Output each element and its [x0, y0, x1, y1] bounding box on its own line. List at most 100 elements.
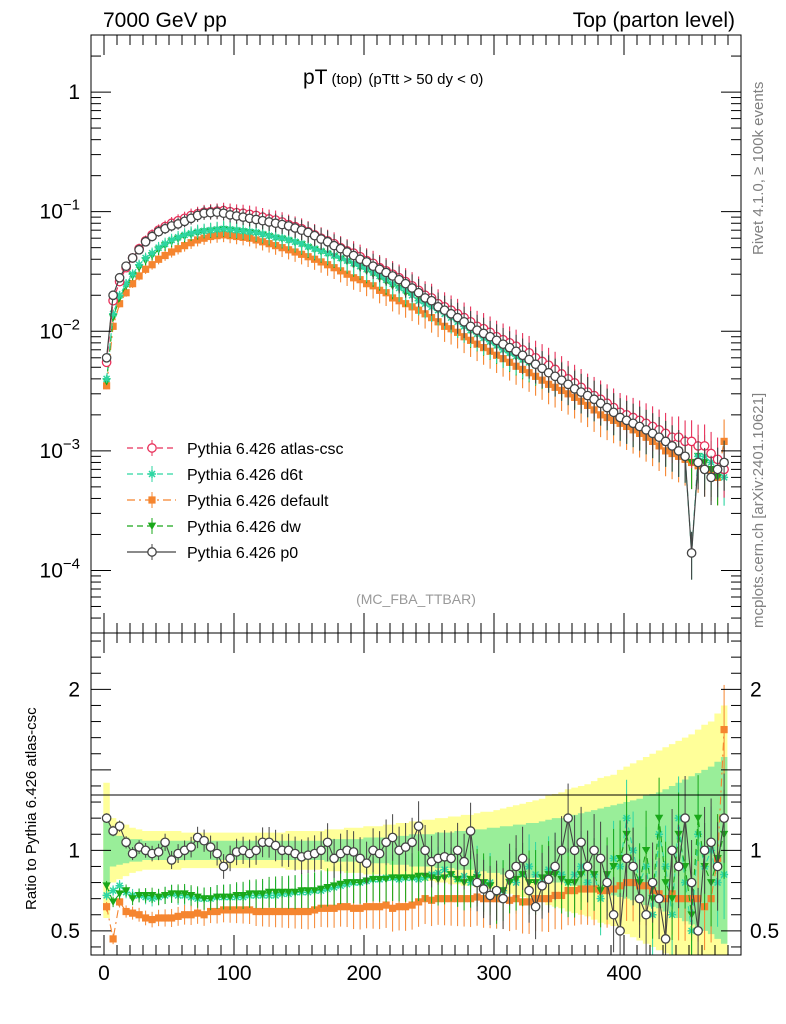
ratio-point [517, 853, 528, 864]
ratio-point [478, 884, 489, 894]
data-point [174, 233, 183, 242]
ratio-point [114, 821, 125, 832]
data-point [135, 260, 144, 269]
ratio-point [706, 837, 716, 848]
ratio-point [381, 875, 391, 884]
ratio-point [233, 906, 241, 914]
data-point [174, 245, 182, 253]
ratio-point [563, 879, 573, 887]
ratio-point [407, 837, 417, 848]
ratio-point [290, 888, 300, 897]
ratio-point [693, 814, 703, 823]
ratio-point [595, 853, 606, 864]
ratio-point [673, 861, 684, 872]
data-point [413, 287, 424, 298]
data-point [187, 229, 196, 238]
data-point [343, 270, 351, 278]
data-point [127, 253, 138, 263]
ratio-point [225, 893, 235, 902]
ratio-point [369, 903, 377, 911]
data-point [337, 267, 345, 275]
ratio-point [322, 837, 333, 848]
ratio-point [337, 903, 345, 911]
legend-item: Pythia 6.426 dw [127, 518, 301, 536]
data-point [258, 230, 267, 239]
x-tick-label: 100 [216, 962, 251, 985]
ratio-point [693, 925, 703, 936]
ratio-point [654, 814, 664, 823]
ratio-point [491, 885, 502, 896]
ratio-point [212, 848, 222, 859]
data-point [686, 548, 697, 558]
ratio-point [186, 892, 196, 900]
ratio-point [272, 907, 280, 916]
ratio-tick-label-right: 0.5 [750, 920, 779, 943]
legend-item: Pythia 6.426 d6t [127, 466, 303, 484]
ratio-point [199, 835, 209, 846]
data-point [180, 230, 189, 239]
data-point [140, 236, 151, 247]
ratio-point [485, 890, 495, 901]
ratio-point [115, 881, 124, 890]
ratio-point [128, 895, 137, 903]
ratio-point [316, 845, 326, 856]
ratio-point [154, 893, 163, 902]
ratio-point [401, 874, 410, 882]
data-point [193, 227, 202, 236]
data-point [155, 255, 163, 263]
ratio-point [563, 813, 573, 824]
ratio-point [298, 907, 306, 916]
data-point [693, 457, 703, 468]
ratio-point [181, 911, 189, 919]
ratio-point [720, 726, 728, 734]
ratio-point [524, 885, 534, 896]
legend-marker [147, 522, 157, 530]
data-point [142, 265, 150, 273]
ratio-tick-label: 1 [68, 839, 80, 862]
legend-label: Pythia 6.426 default [187, 493, 329, 510]
ratio-point [142, 914, 150, 922]
ratio-point [153, 847, 164, 857]
data-point [116, 300, 124, 308]
ratio-point [343, 903, 351, 911]
ratio-point [155, 914, 163, 922]
data-point [135, 272, 143, 280]
ratio-point [207, 907, 215, 916]
data-point [115, 291, 124, 300]
data-point [213, 225, 222, 234]
data-point [226, 225, 235, 234]
data-point [108, 290, 118, 301]
legend-item: Pythia 6.426 default [127, 492, 329, 510]
legend-marker [147, 547, 157, 557]
ratio-point [589, 845, 599, 856]
data-point [680, 451, 690, 462]
ratio-point [647, 877, 658, 888]
data-point [407, 283, 417, 293]
ratio-point [363, 903, 371, 911]
data-point [219, 224, 228, 233]
data-point [426, 295, 437, 306]
uncertainty-band-inner [103, 757, 728, 944]
ratio-point [218, 861, 229, 872]
rivet-label: Rivet 4.1.0, ≥ 100k events [750, 82, 767, 255]
data-point [245, 227, 254, 236]
ratio-point [303, 887, 313, 895]
ratio-point [186, 842, 196, 852]
data-point [686, 436, 697, 447]
ratio-point [407, 874, 417, 882]
ratio-point [641, 846, 651, 855]
ratio-point [141, 892, 150, 900]
ratio-point [415, 898, 423, 906]
ratio-point [108, 898, 118, 906]
ratio-point [251, 890, 261, 898]
data-point [304, 242, 313, 251]
ratio-point [226, 906, 234, 914]
ratio-point [530, 901, 541, 912]
ratio-point [356, 904, 364, 912]
data-point [400, 278, 411, 289]
ratio-point [238, 892, 248, 900]
ratio-point [291, 907, 299, 916]
ratio-point [265, 907, 273, 916]
ratio-point [252, 907, 260, 916]
